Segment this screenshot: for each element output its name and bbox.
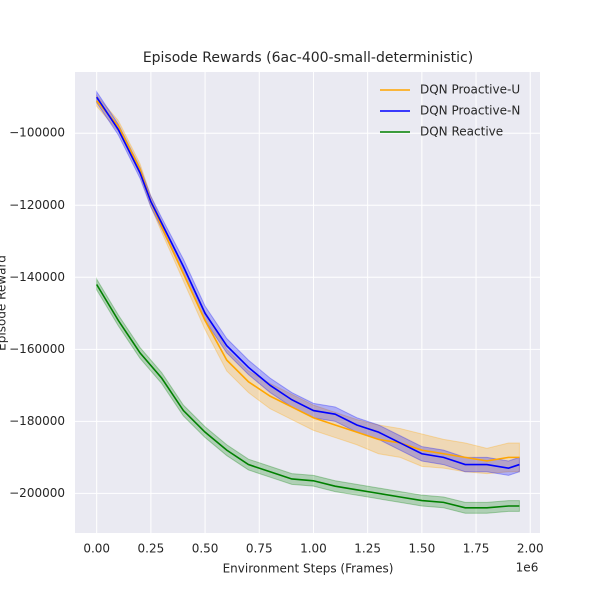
y-tick-label: −200000 [9, 486, 65, 500]
series-line [96, 96, 520, 469]
y-tick-label: −160000 [9, 342, 65, 356]
series-line [96, 100, 520, 462]
y-tick-label: −180000 [9, 414, 65, 428]
x-tick-label: 1.75 [463, 542, 490, 556]
y-axis-label: Episode Reward [0, 255, 9, 351]
chart-title: Episode Rewards (6ac-400-small-determini… [143, 50, 473, 66]
y-tick-label: −120000 [9, 198, 65, 212]
x-offset-label: 1e6 [516, 561, 539, 575]
error-band [96, 90, 520, 476]
x-tick-label: 0.50 [192, 542, 219, 556]
x-tick-label: 0.75 [246, 542, 273, 556]
legend-label: DQN Reactive [420, 125, 503, 139]
x-tick-label: 0.25 [138, 542, 165, 556]
x-tick-label: 0.00 [83, 542, 110, 556]
y-tick-label: −140000 [9, 270, 65, 284]
series-line [95, 284, 520, 509]
legend-label: DQN Proactive-N [420, 104, 520, 118]
x-tick-label: 1.50 [408, 542, 435, 556]
error-band [96, 277, 520, 514]
x-tick-label: 1.25 [354, 542, 381, 556]
y-tick-label: −100000 [9, 126, 65, 140]
x-tick-label: 1.00 [300, 542, 327, 556]
error-band [96, 94, 520, 475]
x-tick-label: 2.00 [517, 542, 544, 556]
legend-label: DQN Proactive-U [420, 83, 520, 97]
x-axis-label: Environment Steps (Frames) [223, 562, 394, 576]
